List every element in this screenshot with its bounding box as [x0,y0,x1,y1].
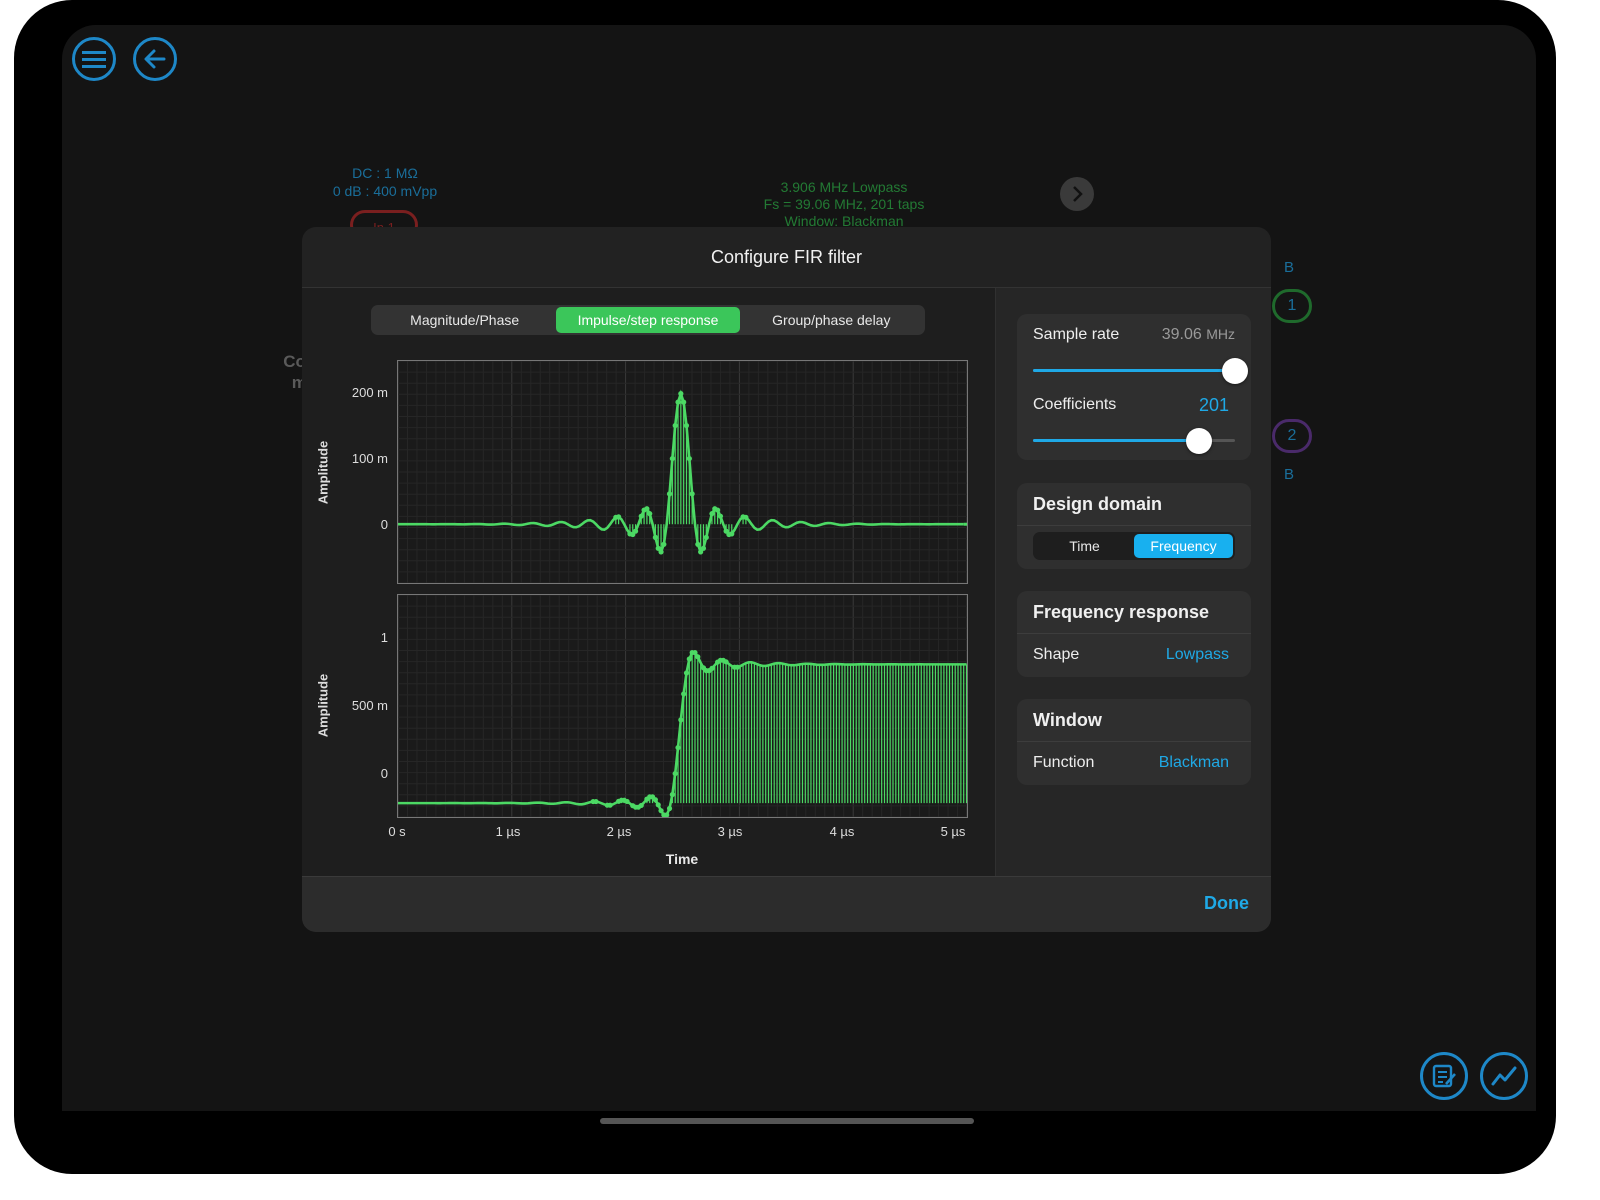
design-domain-title: Design domain [1017,483,1251,526]
coefficients-slider[interactable] [1033,426,1235,454]
step-trace [398,651,967,817]
menu-icon [82,51,106,68]
coefficients-slider-fill [1033,439,1199,442]
notes-edit-icon [1432,1064,1456,1088]
coefficients-row: Coefficients 201 [1017,384,1251,426]
impulse-y-tick-label: 0 [380,517,388,532]
chart-line-icon [1491,1066,1517,1086]
impulse-y-axis-label: Amplitude [315,440,331,505]
x-tick-label: 4 µs [829,824,855,839]
impulse-stems [613,391,749,555]
step-stems [590,649,967,817]
sample-rate-label: Sample rate [1033,326,1120,343]
arrow-left-icon [144,49,166,69]
filter-summary-line-2: Fs = 39.06 MHz, 201 taps [763,196,925,212]
tab-impulse-step[interactable]: Impulse/step response [556,307,740,333]
coefficients-slider-thumb[interactable] [1185,428,1212,454]
sample-rate-slider[interactable] [1033,356,1248,384]
sampling-card: Sample rate 39.06 MHz Coefficients 201 [1017,314,1251,460]
chevron-right-icon [1073,186,1083,202]
window-title: Window [1017,699,1251,742]
design-domain-card: Design domain Time Frequency [1017,483,1251,569]
impulse-y-tick-label: 200 m [351,385,388,400]
x-axis-label: Time [665,851,699,867]
filter-summary-line-1: 3.906 MHz Lowpass [780,179,908,195]
x-tick-label: 3 µs [717,824,743,839]
impulse-response-plot[interactable] [397,360,968,584]
step-y-tick-label: 500 m [351,698,388,713]
frequency-response-card: Frequency response Shape Lowpass [1017,591,1251,677]
step-y-tick-label: 0 [380,766,388,781]
input-coupling-label: DC : 1 MΩ [352,165,418,181]
step-plot-canvas [398,595,967,817]
home-indicator[interactable] [600,1118,974,1124]
right-partial-bottom: B [1284,466,1295,483]
design-domain-toggle: Time Frequency [1033,532,1235,560]
shape-value[interactable]: Lowpass [1165,646,1229,663]
function-row[interactable]: Function Blackman [1017,742,1251,784]
plot-grid [398,361,967,583]
x-tick-label: 0 s [388,824,406,839]
function-label: Function [1033,754,1095,771]
filter-summary-line-3: Window: Blackman [784,213,904,229]
done-button[interactable]: Done [1204,893,1249,913]
shape-row[interactable]: Shape Lowpass [1017,634,1251,676]
response-pane: Magnitude/Phase Impulse/step response Gr… [302,288,995,876]
impulse-plot-canvas [398,361,967,583]
input-range-label: 0 dB : 400 mVpp [332,183,438,199]
x-tick-label: 1 µs [495,824,521,839]
impulse-trace [398,389,964,555]
notes-button[interactable] [1420,1052,1468,1100]
sample-rate-value: 39.06 [1161,326,1202,343]
sample-rate-readout: 39.06 MHz [1162,326,1235,344]
dialog-title: Configure FIR filter [302,227,1271,288]
function-value[interactable]: Blackman [1158,754,1229,771]
domain-option-frequency[interactable]: Frequency [1134,534,1233,558]
fir-filter-dialog: Configure FIR filter Magnitude/Phase Imp… [302,227,1271,932]
forward-button[interactable] [1060,177,1094,211]
step-y-tick-label: 1 [380,630,388,645]
back-button[interactable] [133,37,177,81]
domain-option-time[interactable]: Time [1069,538,1100,554]
settings-pane: Sample rate 39.06 MHz Coefficients 201 D… [995,288,1271,876]
output-1-badge[interactable]: 1 [1272,289,1312,323]
window-card: Window Function Blackman [1017,699,1251,785]
sample-rate-row: Sample rate 39.06 MHz [1017,314,1251,356]
right-partial-top: B [1284,259,1295,276]
sample-rate-unit: MHz [1206,326,1235,342]
dialog-footer: Done [302,876,1271,932]
x-tick-label: 2 µs [606,824,632,839]
frequency-response-title: Frequency response [1017,591,1251,634]
sample-rate-slider-thumb[interactable] [1222,358,1248,384]
coefficients-label: Coefficients [1033,396,1117,413]
x-tick-label: 5 µs [940,824,966,839]
tab-magnitude-phase[interactable]: Magnitude/Phase [410,312,520,328]
coefficients-value: 201 [1198,394,1229,415]
step-response-plot[interactable] [397,594,968,818]
menu-button[interactable] [72,37,116,81]
chart-button[interactable] [1480,1052,1528,1100]
shape-label: Shape [1033,646,1080,663]
sample-rate-slider-fill [1033,369,1235,372]
output-2-badge[interactable]: 2 [1272,419,1312,453]
tab-group-phase-delay[interactable]: Group/phase delay [772,312,891,328]
impulse-y-tick-label: 100 m [351,451,388,466]
response-tabs: Magnitude/Phase Impulse/step response Gr… [371,305,925,335]
